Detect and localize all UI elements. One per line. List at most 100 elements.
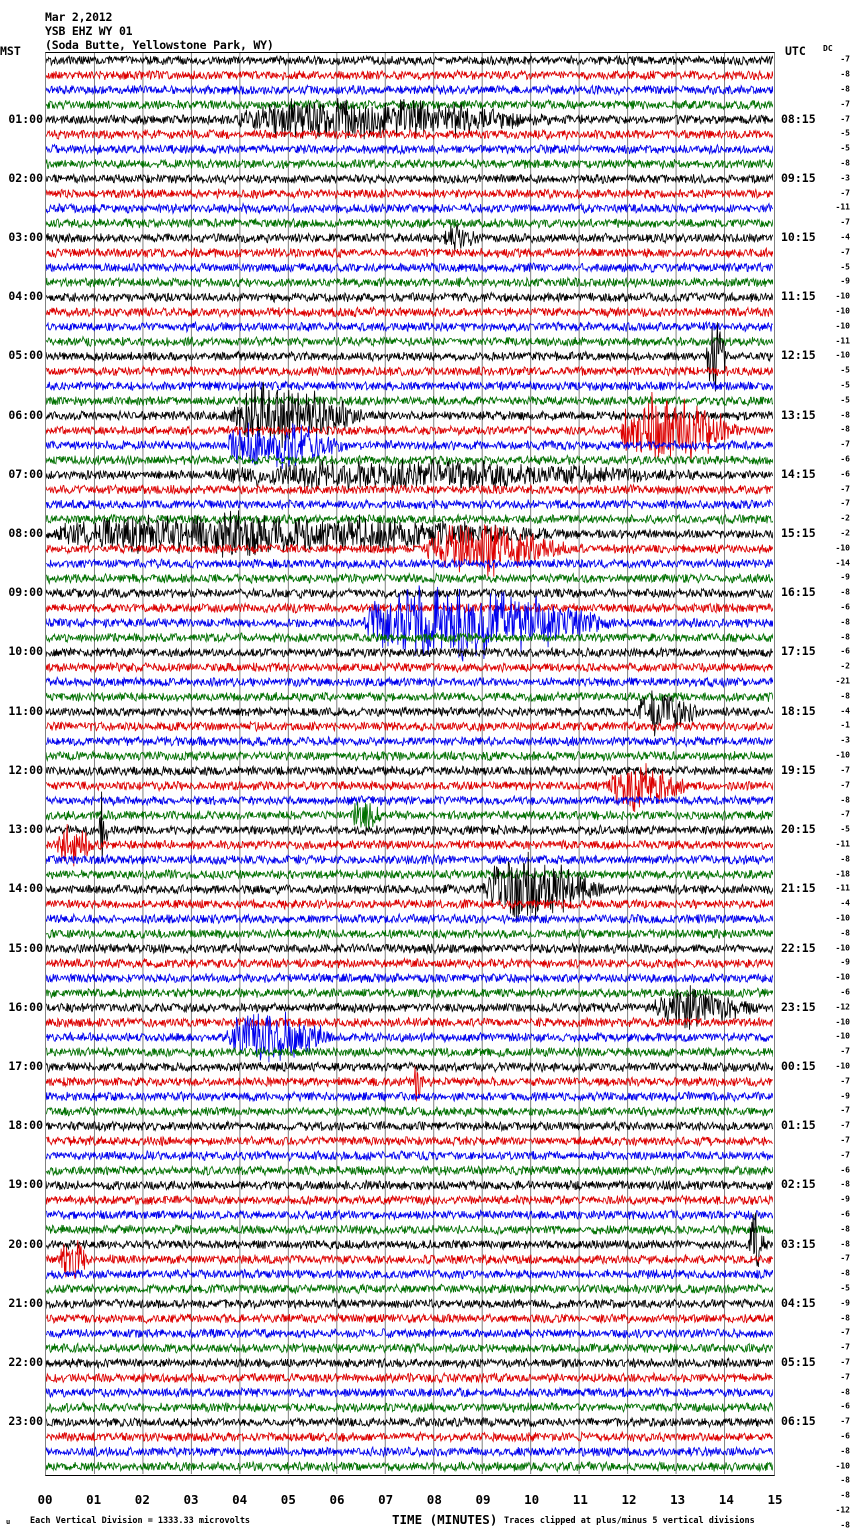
trace-line xyxy=(46,1445,773,1459)
trace-line xyxy=(46,143,773,156)
trace-line xyxy=(46,54,773,67)
trace-line xyxy=(46,868,773,881)
utc-time-label: 13:15 xyxy=(781,407,816,422)
x-tick-label: 05 xyxy=(280,1492,296,1507)
trace-line xyxy=(46,187,773,200)
mst-time-label: 01:00 xyxy=(8,111,43,126)
dc-offset-value: -10 xyxy=(835,972,850,982)
dc-offset-value: -1 xyxy=(840,720,850,730)
trace-line xyxy=(46,1416,773,1429)
x-axis-tick-labels: 00 01 02 03 04 05 06 07 08 09 10 11 12 13 14 15 xyxy=(37,1492,782,1508)
utc-time-label: 03:15 xyxy=(781,1236,816,1251)
trace-line xyxy=(46,1011,773,1063)
dc-offset-value: -7 xyxy=(840,1076,850,1086)
dc-offset-value: -6 xyxy=(840,1209,850,1219)
trace-line xyxy=(46,942,773,955)
trace-line xyxy=(46,801,773,831)
dc-offset-value: -7 xyxy=(840,1327,850,1337)
trace-line xyxy=(46,1090,773,1103)
x-tick-label: 04 xyxy=(232,1492,248,1507)
mst-time-label: 12:00 xyxy=(8,762,43,777)
trace-line xyxy=(46,690,773,737)
trace-line xyxy=(46,498,773,511)
dc-offset-value: -11 xyxy=(835,839,850,849)
trace-line xyxy=(46,69,773,81)
dc-offset-value: -10 xyxy=(835,350,850,360)
dc-offset-value: -9 xyxy=(840,1298,850,1308)
dc-offset-value: -12 xyxy=(835,1002,850,1012)
mst-time-label: 04:00 xyxy=(8,289,43,304)
dc-offset-value: -5 xyxy=(840,824,850,834)
dc-offset-value: -8 xyxy=(840,632,850,642)
utc-time-label: 04:15 xyxy=(781,1295,816,1310)
dc-offset-value: -8 xyxy=(840,928,850,938)
dc-offset-value: -9 xyxy=(840,1091,850,1101)
utc-time-label: 11:15 xyxy=(781,289,816,304)
x-tick-label: 10 xyxy=(524,1492,540,1507)
trace-line xyxy=(46,454,773,467)
mst-time-label: 21:00 xyxy=(8,1295,43,1310)
dc-offset-value: -4 xyxy=(840,706,850,716)
trace-line xyxy=(46,1223,773,1236)
utc-time-label: 19:15 xyxy=(781,762,816,777)
dc-offset-value: -6 xyxy=(840,987,850,997)
dc-offset-value: -10 xyxy=(835,750,850,760)
dc-offset-value: -7 xyxy=(840,188,850,198)
dc-offset-value: -7 xyxy=(840,439,850,449)
utc-timezone-label: UTC xyxy=(785,44,806,58)
trace-line xyxy=(46,305,773,319)
mst-time-label: 14:00 xyxy=(8,881,43,896)
seismogram-plot xyxy=(45,52,775,1476)
trace-line xyxy=(46,202,773,215)
trace-line xyxy=(46,391,773,463)
trace-line xyxy=(46,1240,773,1279)
dc-offset-value: -7 xyxy=(840,1150,850,1160)
trace-line xyxy=(46,928,773,940)
dc-offset-value: -7 xyxy=(840,1120,850,1130)
dc-offset-value: -8 xyxy=(840,1446,850,1456)
dc-offset-value: -8 xyxy=(840,158,850,168)
dc-offset-value: -3 xyxy=(840,735,850,745)
dc-offset-value: -8 xyxy=(840,854,850,864)
trace-line xyxy=(46,510,773,558)
utc-time-label: 18:15 xyxy=(781,703,816,718)
dc-offset-value: -7 xyxy=(840,1416,850,1426)
trace-line xyxy=(46,524,773,577)
trace-line xyxy=(46,587,773,600)
trace-line xyxy=(46,320,773,334)
mst-time-label: 20:00 xyxy=(8,1236,43,1251)
mst-time-label: 09:00 xyxy=(8,585,43,600)
x-tick-label: 14 xyxy=(718,1492,734,1507)
dc-offset-value: -5 xyxy=(840,143,850,153)
dc-offset-value: -8 xyxy=(840,795,850,804)
dc-offset-value: -10 xyxy=(835,943,850,953)
x-tick-label: 03 xyxy=(183,1492,199,1507)
dc-offset-value: -4 xyxy=(840,232,850,242)
x-tick-label: 00 xyxy=(37,1492,53,1507)
dc-offset-value: -7 xyxy=(840,780,850,790)
trace-line xyxy=(46,1312,773,1325)
trace-line xyxy=(46,158,773,170)
dc-offset-value: -7 xyxy=(840,217,850,227)
dc-offset-value: -11 xyxy=(835,336,850,346)
dc-column-header: DC xyxy=(823,44,833,53)
dc-offset-value: -8 xyxy=(840,1475,850,1485)
mst-time-label: 15:00 xyxy=(8,940,43,955)
trace-line xyxy=(46,128,773,141)
x-tick-label: 02 xyxy=(134,1492,150,1507)
trace-line xyxy=(46,291,773,304)
trace-line xyxy=(46,557,773,570)
utc-time-label: 17:15 xyxy=(781,644,816,659)
trace-line xyxy=(46,601,773,614)
trace-line xyxy=(46,823,773,867)
trace-line xyxy=(46,1356,773,1370)
header-date: Mar 2,2012 xyxy=(45,10,113,24)
utc-time-label: 02:15 xyxy=(781,1177,816,1192)
dc-offset-value: -8 xyxy=(840,1224,850,1234)
dc-offset-value: -7 xyxy=(840,484,850,494)
trace-line xyxy=(46,750,773,762)
mst-time-label: 18:00 xyxy=(8,1118,43,1133)
dc-offset-value: -8 xyxy=(840,1490,850,1500)
dc-offset-value: -7 xyxy=(840,99,850,109)
trace-line xyxy=(46,1066,773,1102)
